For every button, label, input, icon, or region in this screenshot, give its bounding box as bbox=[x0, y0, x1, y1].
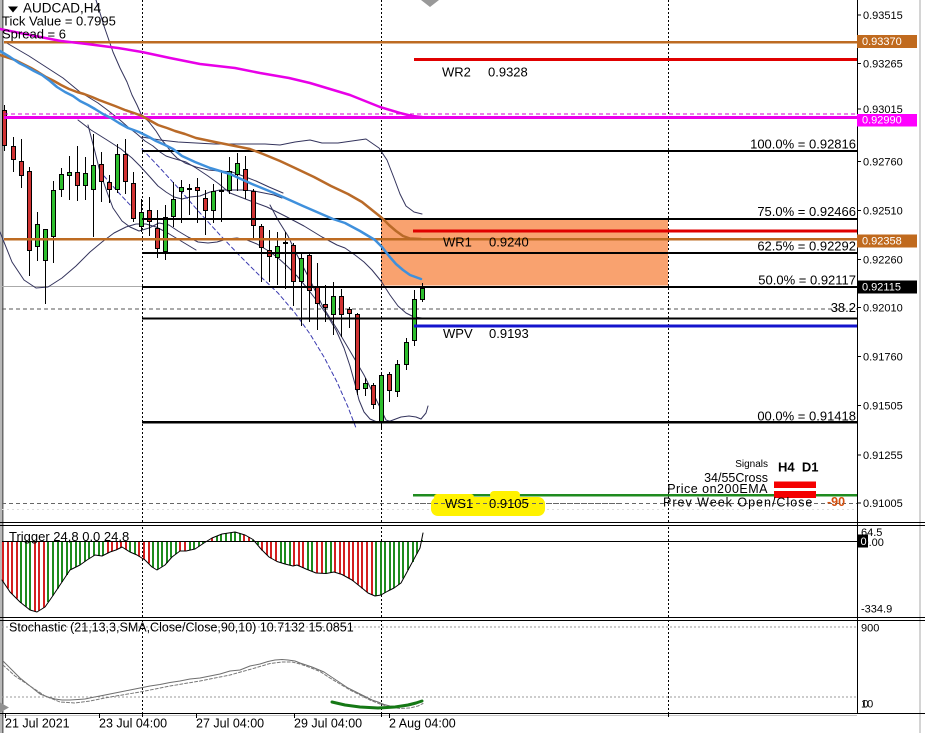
svg-text:0.93015: 0.93015 bbox=[863, 104, 903, 116]
svg-text:0.93265: 0.93265 bbox=[863, 59, 903, 71]
svg-text:21 Jul 2021: 21 Jul 2021 bbox=[5, 717, 70, 731]
svg-text:0.91005: 0.91005 bbox=[863, 498, 903, 510]
svg-text:38.2: 38.2 bbox=[831, 300, 856, 315]
svg-text:0: 0 bbox=[861, 536, 867, 548]
svg-text:0.92990: 0.92990 bbox=[862, 115, 902, 127]
svg-text:23 Jul 04:00: 23 Jul 04:00 bbox=[99, 717, 167, 731]
svg-text:0.92010: 0.92010 bbox=[863, 303, 903, 315]
svg-text:27 Jul 04:00: 27 Jul 04:00 bbox=[196, 717, 264, 731]
svg-text:WR1: WR1 bbox=[443, 235, 472, 250]
svg-text:Signals: Signals bbox=[735, 459, 768, 470]
svg-text:2 Aug 04:00: 2 Aug 04:00 bbox=[389, 717, 456, 731]
svg-text:H4 D1: H4 D1 bbox=[778, 460, 818, 475]
svg-text:0.9193: 0.9193 bbox=[489, 326, 529, 341]
svg-text:0.91255: 0.91255 bbox=[863, 450, 903, 462]
svg-text:-334.9: -334.9 bbox=[861, 604, 892, 616]
svg-text:Prev Week Open/Close: Prev Week Open/Close bbox=[663, 496, 813, 510]
svg-text:0.91505: 0.91505 bbox=[863, 401, 903, 413]
svg-text:0.93515: 0.93515 bbox=[863, 10, 903, 22]
svg-text:0.92510: 0.92510 bbox=[863, 206, 903, 218]
svg-text:100.0% = 0.92816: 100.0% = 0.92816 bbox=[750, 137, 856, 152]
svg-text:Trigger 24,8 0.0 24,8: Trigger 24,8 0.0 24,8 bbox=[9, 529, 129, 544]
svg-text:0.92115: 0.92115 bbox=[862, 282, 901, 294]
svg-text:0.9105: 0.9105 bbox=[489, 496, 529, 511]
svg-text:0.93370: 0.93370 bbox=[862, 36, 902, 48]
svg-text:Spread = 6: Spread = 6 bbox=[2, 27, 66, 42]
svg-text:0.9240: 0.9240 bbox=[489, 235, 529, 250]
svg-text:AUDCAD,H4: AUDCAD,H4 bbox=[23, 1, 102, 16]
svg-text:0.91760: 0.91760 bbox=[863, 352, 903, 364]
svg-text:WS1: WS1 bbox=[445, 496, 473, 511]
svg-text:0: 0 bbox=[863, 699, 869, 711]
svg-text:62.5% = 0.92292: 62.5% = 0.92292 bbox=[757, 239, 856, 254]
svg-text:0.92358: 0.92358 bbox=[862, 236, 902, 248]
svg-text:10: 10 bbox=[861, 699, 873, 711]
svg-text:900: 900 bbox=[861, 623, 879, 635]
svg-text:34/55Cross: 34/55Cross bbox=[704, 471, 768, 485]
svg-text:WPV: WPV bbox=[443, 326, 473, 341]
svg-text:0.92760: 0.92760 bbox=[863, 157, 903, 169]
svg-text:00.0% = 0.91418: 00.0% = 0.91418 bbox=[757, 409, 856, 424]
svg-text:Tick Value = 0.7995: Tick Value = 0.7995 bbox=[2, 14, 116, 29]
svg-text:WR2: WR2 bbox=[442, 65, 471, 80]
svg-text:-90: -90 bbox=[827, 495, 845, 509]
svg-text:0.92260: 0.92260 bbox=[863, 255, 903, 267]
svg-text:29 Jul 04:00: 29 Jul 04:00 bbox=[294, 717, 362, 731]
svg-text:Price on200EMA: Price on200EMA bbox=[667, 482, 768, 496]
svg-text:0.9328: 0.9328 bbox=[488, 65, 528, 80]
svg-text:Stochastic (21,13,3,SMA,Close/: Stochastic (21,13,3,SMA,Close/Close,90,1… bbox=[9, 621, 354, 635]
svg-text:50.0% = 0.92117: 50.0% = 0.92117 bbox=[758, 273, 856, 288]
svg-text:75.0% = 0.92466: 75.0% = 0.92466 bbox=[757, 204, 856, 219]
